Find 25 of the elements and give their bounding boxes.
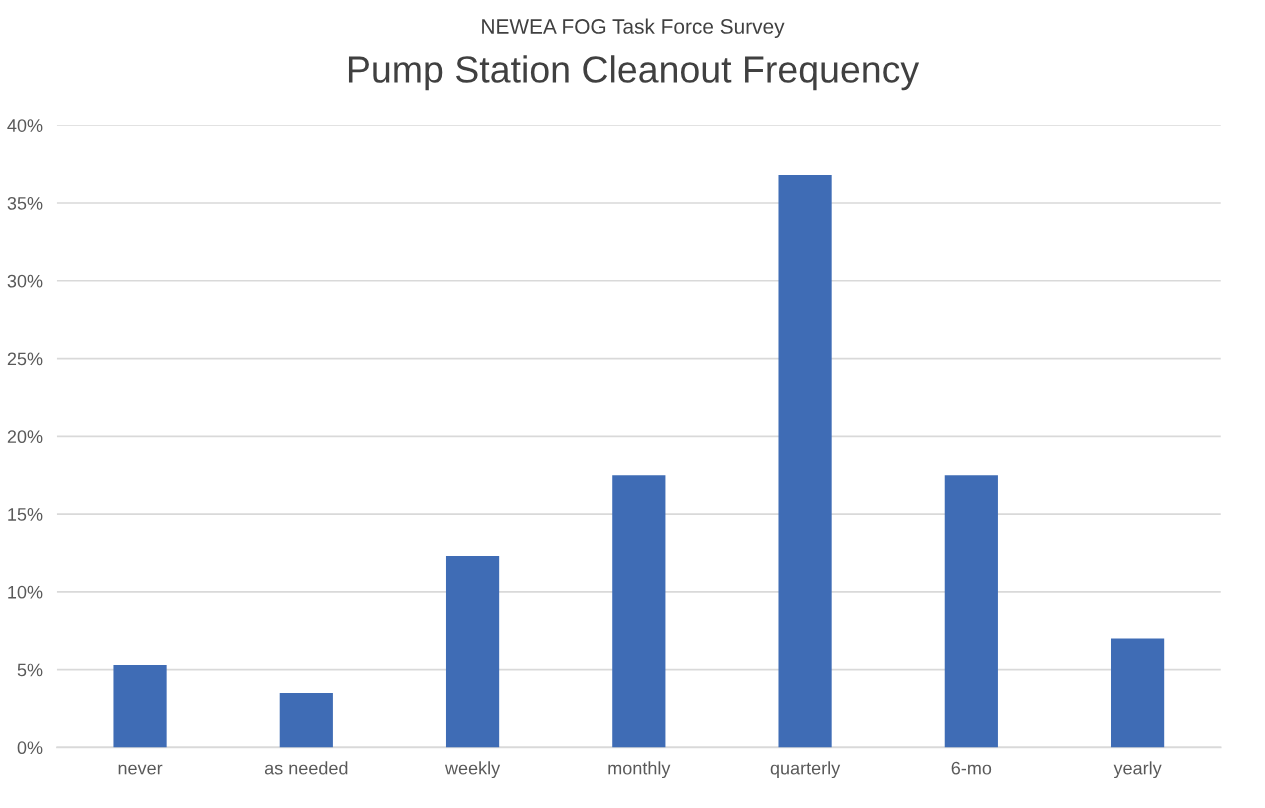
y-tick-label: 15%: [8, 508, 43, 521]
x-tick-label: never: [118, 764, 163, 775]
bar: [113, 664, 167, 748]
bar: [778, 175, 832, 748]
x-tick-label: quarterly: [770, 761, 841, 779]
bar: [1111, 638, 1165, 748]
y-tick-label: 5%: [17, 663, 43, 677]
bar: [279, 692, 333, 748]
y-tick-label: 30%: [7, 274, 43, 288]
y-tick-label: 0%: [17, 741, 43, 755]
y-tick-label: 20%: [7, 430, 43, 444]
y-tick-label: 40%: [7, 119, 43, 132]
bar: [612, 475, 666, 748]
y-tick-label: 35%: [7, 196, 43, 210]
chart-subtitle: NEWEA FOG Task Force Survey: [482, 18, 785, 38]
chart-title: Pump Station Cleanout Frequency: [348, 55, 920, 91]
y-tick-label: 10%: [8, 585, 43, 599]
x-tick-label: as needed: [264, 761, 348, 775]
bar: [445, 556, 500, 748]
x-tick-label: 6-mo: [951, 761, 992, 775]
x-tick-label: weekly: [444, 761, 501, 779]
x-tick-label: monthly: [608, 761, 671, 779]
bar: [944, 475, 998, 748]
x-tick-label: yearly: [1113, 761, 1162, 779]
y-tick-label: 25%: [7, 352, 43, 366]
